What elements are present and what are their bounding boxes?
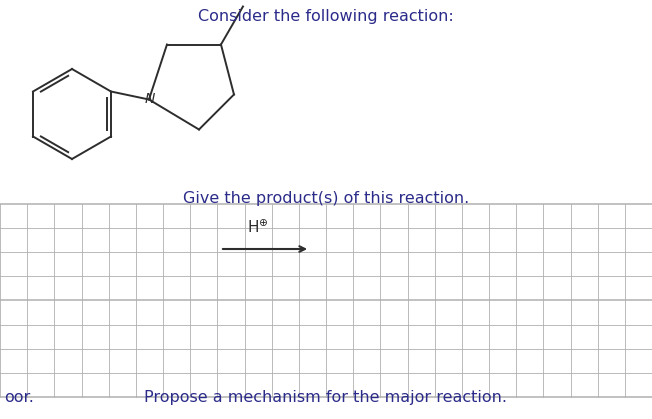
Text: N: N xyxy=(145,91,155,106)
Text: Give the product(s) of this reaction.: Give the product(s) of this reaction. xyxy=(183,191,469,206)
Text: Consider the following reaction:: Consider the following reaction: xyxy=(198,9,454,24)
Text: Propose a mechanism for the major reaction.: Propose a mechanism for the major reacti… xyxy=(145,390,507,405)
Text: oor.: oor. xyxy=(4,390,34,405)
Text: H$^{\oplus}$: H$^{\oplus}$ xyxy=(247,219,269,236)
